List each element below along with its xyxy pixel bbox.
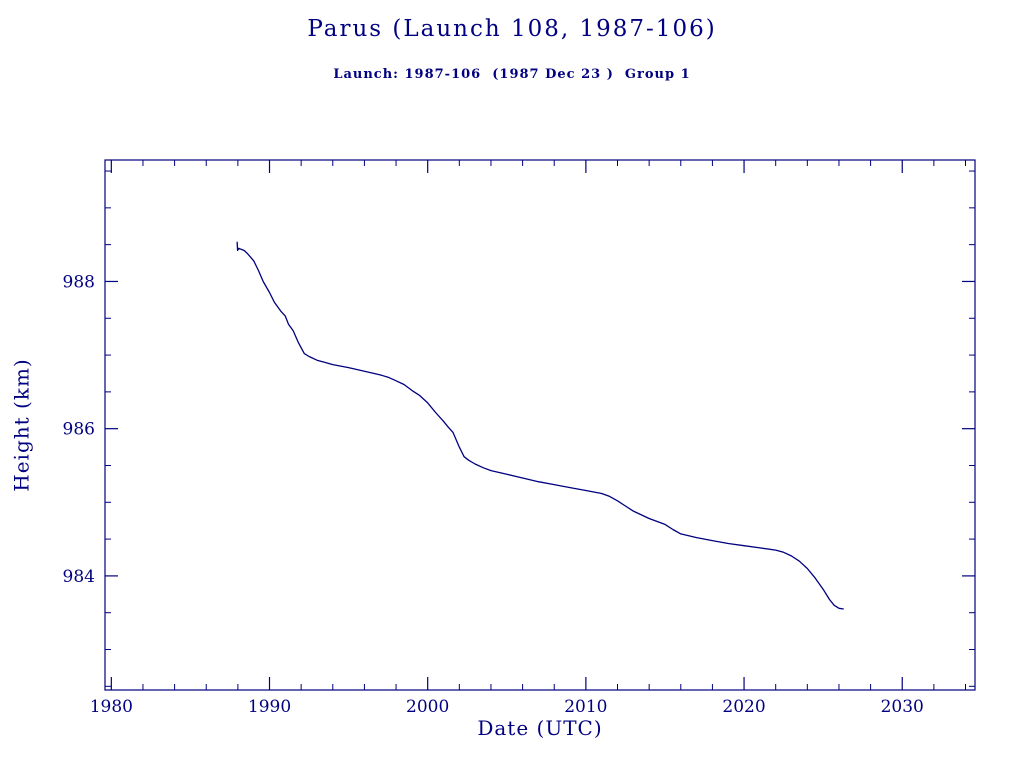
svg-text:986: 986 [63,420,95,440]
svg-text:1990: 1990 [248,697,291,717]
svg-text:984: 984 [63,567,95,587]
svg-text:988: 988 [63,272,95,292]
svg-text:2010: 2010 [564,697,607,717]
y-axis-label-container: Height (km) [0,160,44,690]
x-axis-label: Date (UTC) [477,716,603,740]
svg-text:1980: 1980 [90,697,133,717]
svg-text:2000: 2000 [406,697,449,717]
chart-title: Parus (Launch 108, 1987-106) [307,16,717,42]
svg-text:2020: 2020 [722,697,765,717]
svg-text:2030: 2030 [881,697,924,717]
chart-subtitle: Launch: 1987-106 (1987 Dec 23 ) Group 1 [333,67,691,82]
y-axis-label: Height (km) [10,358,35,492]
